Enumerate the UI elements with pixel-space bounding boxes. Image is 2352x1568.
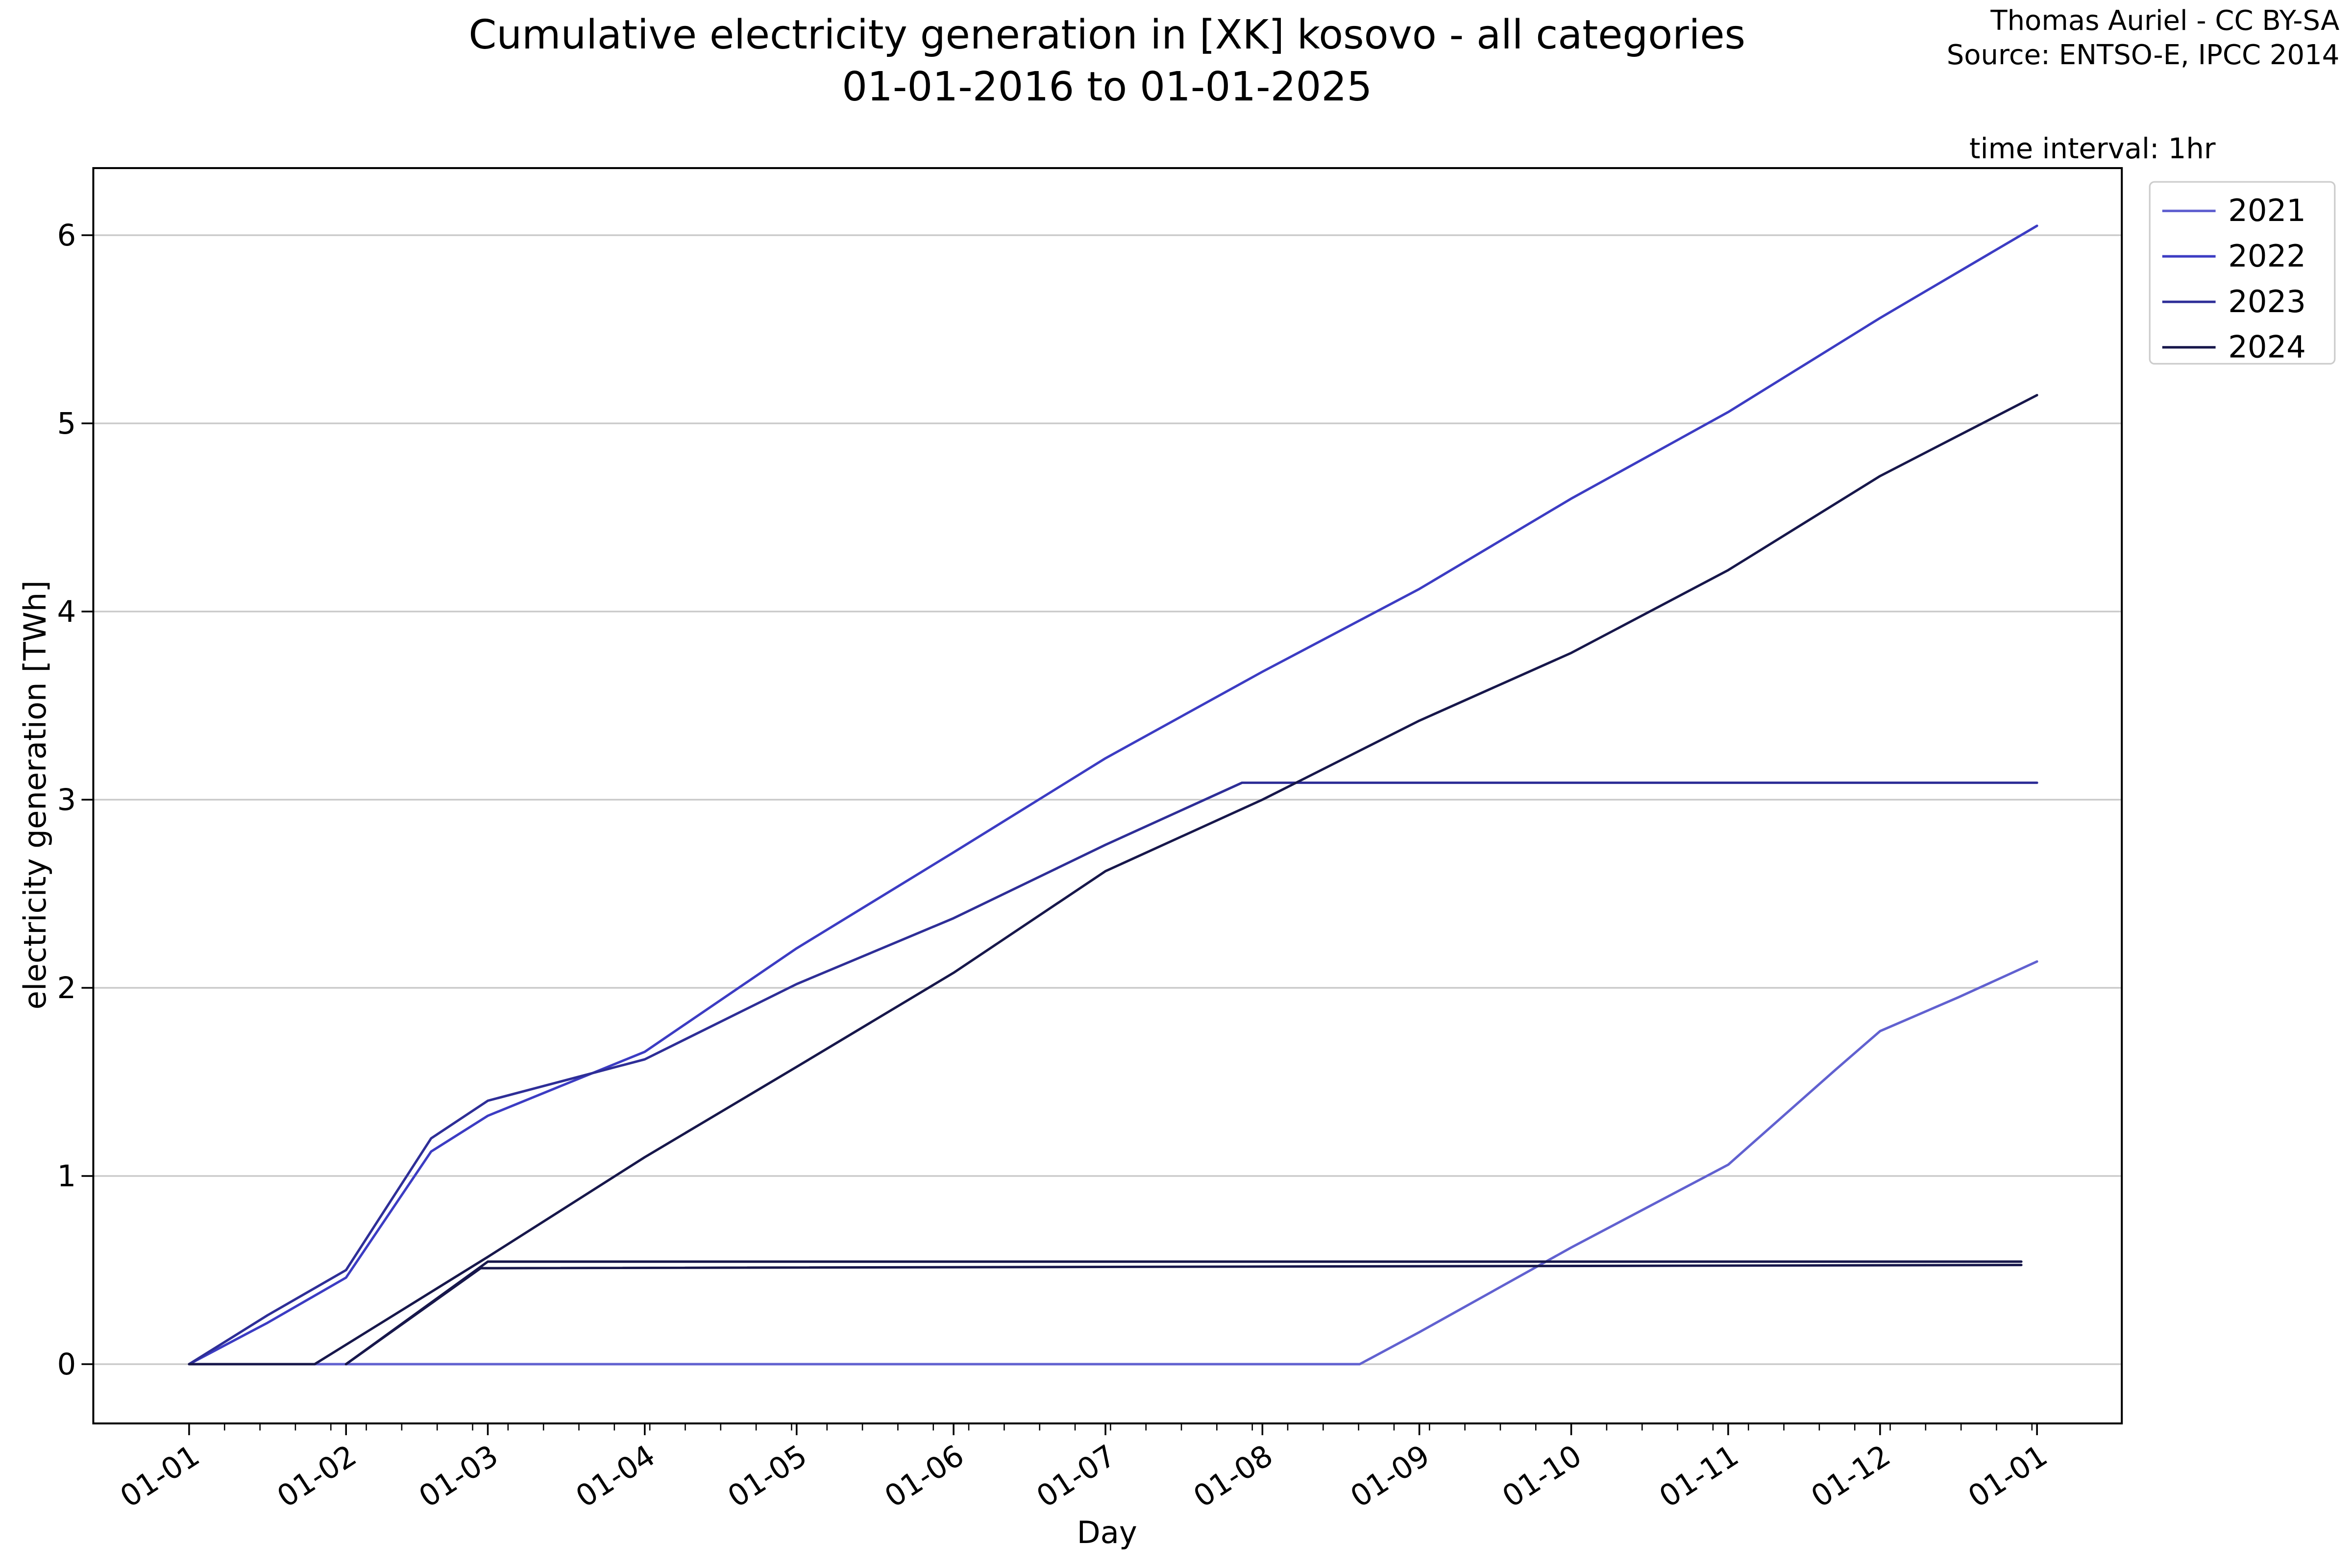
legend-label-2021: 2021 [2228, 193, 2306, 228]
x-axis: 01-01 01-02 01-03 01-04 01-05 01-06 01-07 01-08… [114, 1423, 2054, 1515]
series-lines [188, 224, 2038, 1366]
legend-label-2024: 2024 [2228, 329, 2306, 365]
extra-line-flat-lower [344, 1264, 2023, 1366]
x-tick-label-6: 01-07 [1031, 1439, 1122, 1515]
x-tick-label-9: 01-10 [1496, 1439, 1588, 1515]
x-tick-label-1: 01-02 [271, 1439, 363, 1515]
y-tick-label-4: 4 [57, 595, 76, 629]
plot-border [92, 167, 2123, 1424]
legend-label-2023: 2023 [2228, 284, 2306, 319]
series-line-2022 [188, 224, 2038, 1366]
legend-frame [2149, 181, 2336, 365]
chart-title-line1: Cumulative electricity generation in [XK… [468, 12, 1745, 58]
legend-label-2022: 2022 [2228, 238, 2306, 274]
y-tick-label-0: 0 [57, 1348, 76, 1382]
chart-title-line2: 01-01-2016 to 01-01-2025 [842, 64, 1372, 110]
series-line-2021 [188, 960, 2038, 1366]
series-line-2023 [188, 781, 2038, 1366]
y-axis-label: electricity generation [TWh] [17, 580, 53, 1009]
y-tick-label-2: 2 [57, 971, 76, 1005]
time-interval-note: time interval: 1hr [1969, 132, 2216, 165]
x-tick-label-12: 01-01 [1962, 1439, 2054, 1515]
x-axis-label: Day [1077, 1515, 1137, 1550]
extra-line-flat-upper [344, 1260, 2023, 1366]
x-tick-label-10: 01-11 [1653, 1439, 1744, 1515]
y-tick-label-3: 3 [57, 783, 76, 817]
x-tick-label-0: 01-01 [114, 1439, 205, 1515]
attribution-source: Source: ENTSO-E, IPCC 2014 [1947, 39, 2340, 71]
x-tick-label-2: 01-03 [413, 1439, 504, 1515]
series-line-2024 [188, 393, 2038, 1366]
x-tick-label-8: 01-09 [1345, 1439, 1436, 1515]
x-tick-label-4: 01-05 [722, 1439, 813, 1515]
x-tick-label-3: 01-04 [570, 1439, 661, 1515]
attribution-author: Thomas Auriel - CC BY-SA [1990, 5, 2339, 37]
y-tick-label-1: 1 [57, 1159, 76, 1194]
y-tick-label-6: 6 [57, 219, 76, 253]
y-tick-label-5: 5 [57, 407, 76, 441]
x-tick-label-5: 01-06 [879, 1439, 970, 1515]
x-tick-label-11: 01-12 [1805, 1439, 1896, 1515]
legend-box: 2021 2022 2023 2024 [2149, 181, 2336, 365]
x-tick-label-7: 01-08 [1188, 1439, 1279, 1515]
gridlines [93, 234, 2122, 1365]
y-axis: 0 1 2 3 4 5 6 [57, 219, 94, 1382]
